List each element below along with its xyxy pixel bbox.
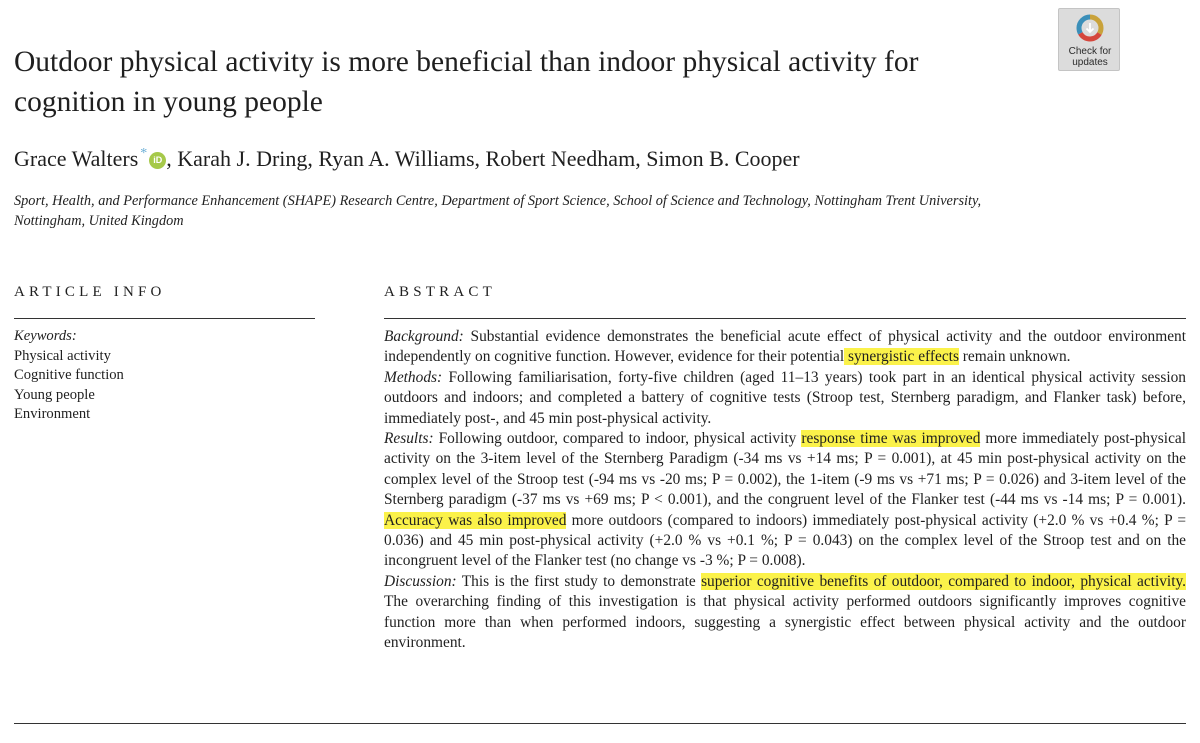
abstract-divider [384, 318, 1186, 319]
author-name[interactable]: Karah J. Dring [177, 146, 308, 171]
results-text: more outdoors (compared to indoors) imme… [384, 511, 1186, 570]
keyword-item: Cognitive function [14, 367, 124, 383]
corresponding-author-mark[interactable]: * [140, 146, 148, 161]
keyword-item: Physical activity [14, 347, 111, 364]
abstract-results: Results: Following outdoor, compared to … [384, 429, 1186, 572]
discussion-text: This is the first study to demonstrate [456, 572, 702, 590]
abstract-background: Background: Substantial evidence demonst… [384, 327, 1186, 368]
highlight-accuracy: Accuracy was also improved [384, 511, 567, 529]
background-text: Substantial evidence demonstrates the be… [384, 328, 1186, 366]
methods-text: Following familiarisation, forty-five ch… [384, 368, 1186, 427]
article-info-divider [14, 318, 315, 319]
abstract-body: Background: Substantial evidence demonst… [384, 327, 1187, 654]
highlight-response-time: response time was improved [801, 430, 981, 448]
abstract-discussion: Discussion: This is the first study to d… [384, 572, 1187, 654]
author-name[interactable]: Grace Walters [14, 146, 139, 171]
background-label: Background: [384, 328, 464, 345]
check-for-updates-icon [1076, 14, 1104, 42]
abstract-methods: Methods: Following familiarisation, fort… [384, 368, 1186, 429]
bottom-divider [14, 723, 1186, 724]
author-list: Grace Walters * iD, Karah J. Dring, Ryan A… [14, 146, 800, 171]
author-name[interactable]: Ryan A. Williams [318, 146, 475, 171]
results-text: more immediately post-physical activity … [384, 430, 1187, 509]
keywords-block: Keywords: Physical activity Cognitive fu… [14, 327, 124, 425]
discussion-text: The overarching finding of this investig… [384, 593, 1186, 652]
check-for-updates-label: Check for updates [1068, 46, 1112, 68]
keyword-item: Environment [14, 406, 91, 422]
article-title: Outdoor physical activity is more benefi… [14, 46, 919, 118]
discussion-label: Discussion: [384, 572, 457, 590]
abstract-heading: ABSTRACT [384, 284, 496, 300]
author-name[interactable]: Robert Needham [485, 146, 636, 171]
highlight-synergistic: synergistic effects [844, 348, 959, 366]
keywords-label: Keywords: [14, 328, 77, 344]
keyword-item: Young people [14, 386, 95, 403]
author-name[interactable]: Simon B. Cooper [646, 146, 800, 171]
background-text: remain unknown. [958, 348, 1071, 366]
orcid-icon[interactable]: iD [149, 152, 167, 169]
check-for-updates-badge[interactable]: Check for updates [1058, 8, 1120, 71]
affiliation: Sport, Health, and Performance Enhanceme… [14, 193, 982, 229]
highlight-superior-benefits: superior cognitive benefits of outdoor, … [701, 572, 1187, 590]
results-text: Following outdoor, compared to indoor, p… [433, 430, 802, 448]
methods-label: Methods: [384, 368, 443, 386]
article-info-heading: ARTICLE INFO [14, 284, 166, 300]
results-label: Results: [384, 430, 434, 448]
